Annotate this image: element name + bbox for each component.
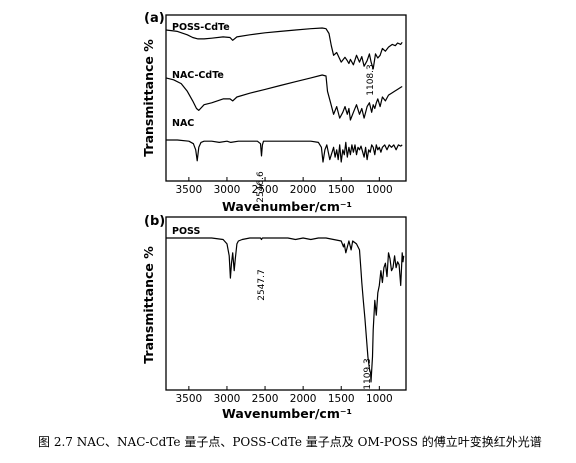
x-tick-label: 2500	[252, 393, 279, 405]
y-axis-label-b: Transmittance %	[141, 246, 156, 364]
peak-annotation: 1108.3	[366, 64, 376, 96]
x-tick-label: 2000	[290, 393, 317, 405]
series-line-nac-cdte	[165, 74, 403, 121]
series-label: POSS	[172, 226, 200, 237]
series-group-b	[166, 237, 405, 383]
panel-b: (b) Transmittance % Wavenumber/cm⁻¹ 3500…	[141, 214, 407, 421]
series-labels-b: POSS	[172, 226, 200, 237]
series-labels-a: POSS-CdTe NAC-CdTe NAC	[172, 22, 230, 129]
panel-label-a: (a)	[144, 11, 165, 26]
x-tick-label: 3500	[175, 184, 202, 196]
x-tick-label: 2000	[290, 184, 317, 196]
y-axis-label-a: Transmittance %	[141, 39, 156, 157]
series-line-poss-cdte	[165, 27, 403, 70]
x-axis-label-b: Wavenumber/cm⁻¹	[222, 406, 352, 421]
series-label: POSS-CdTe	[172, 22, 230, 33]
x-ticks-b: 3500 3000 2500 2000 1500 1000	[175, 386, 393, 405]
x-tick-label: 3500	[175, 393, 202, 405]
series-line-poss	[166, 237, 405, 383]
x-tick-label: 3000	[214, 393, 241, 405]
series-group-a	[165, 27, 403, 163]
x-tick-label: 2500	[252, 184, 279, 196]
x-tick-label: 1500	[328, 393, 355, 405]
x-tick-label: 3000	[214, 184, 241, 196]
plot-frame-b	[165, 216, 407, 391]
panel-label-b: (b)	[144, 214, 165, 229]
annotations-a: 1108.3 2546.6	[256, 64, 376, 203]
series-label: NAC	[172, 118, 194, 129]
peak-annotation: 2547.7	[257, 269, 267, 301]
series-line-nac	[166, 139, 403, 163]
panel-a: (a) Transmittance % Wavenumber/cm⁻¹ 3500…	[141, 11, 407, 214]
peak-annotation: 2546.6	[256, 171, 266, 203]
x-tick-label: 1000	[366, 184, 393, 196]
peak-annotation: 1109.3	[363, 358, 373, 390]
plot-frame-a	[165, 14, 407, 182]
series-label: NAC-CdTe	[172, 70, 224, 81]
x-tick-label: 1000	[366, 393, 393, 405]
x-axis-label-a: Wavenumber/cm⁻¹	[222, 199, 352, 214]
figure-caption: 图 2.7 NAC、NAC-CdTe 量子点、POSS-CdTe 量子点及 OM…	[38, 435, 542, 449]
x-tick-label: 1500	[328, 184, 355, 196]
annotations-b: 2547.7 1109.3	[257, 269, 373, 390]
x-ticks-a: 3500 3000 2500 2000 1500 1000	[175, 177, 393, 196]
